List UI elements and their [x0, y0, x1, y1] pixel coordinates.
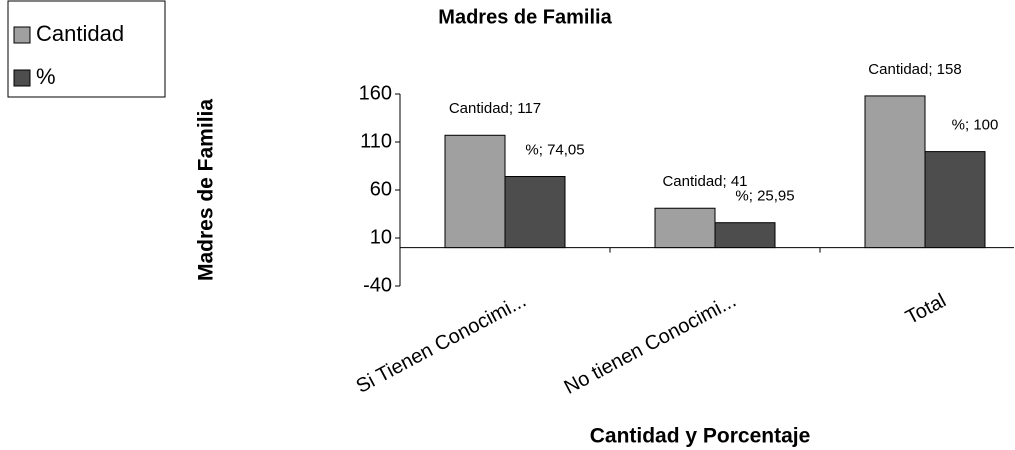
- value-label: Cantidad; 117: [449, 100, 541, 117]
- legend-label: Cantidad: [36, 21, 124, 46]
- legend-label: %: [36, 64, 56, 89]
- chart-title: Madres de Familia: [438, 6, 612, 28]
- value-label: %; 25,95: [735, 188, 794, 205]
- x-tick-label: No tienen Conocimi...: [561, 290, 740, 399]
- legend-box: [7, 0, 166, 98]
- value-label: %; 74,05: [525, 141, 584, 158]
- legend-swatch: [13, 26, 31, 44]
- bar: [654, 207, 716, 249]
- y-tick-label: -40: [363, 274, 392, 296]
- bar: [714, 222, 776, 249]
- value-label: %; 100: [952, 117, 999, 134]
- value-label: Cantidad; 41: [662, 173, 747, 190]
- y-tick-label: 10: [370, 226, 392, 248]
- y-tick-label: 110: [360, 130, 392, 152]
- bar: [864, 95, 926, 249]
- y-tick-label: 60: [370, 178, 392, 200]
- x-tick-label: Si Tienen Conocimi...: [353, 290, 530, 398]
- y-tick-label: 160: [359, 82, 392, 104]
- y-axis-title: Madres de Familia: [195, 99, 218, 281]
- bar: [444, 134, 506, 249]
- legend-swatch: [13, 69, 31, 87]
- value-label: Cantidad; 158: [868, 61, 961, 78]
- x-axis-title: Cantidad y Porcentaje: [590, 425, 811, 448]
- bar: [504, 176, 566, 249]
- x-tick-label: Total: [902, 290, 950, 329]
- bar: [924, 151, 986, 249]
